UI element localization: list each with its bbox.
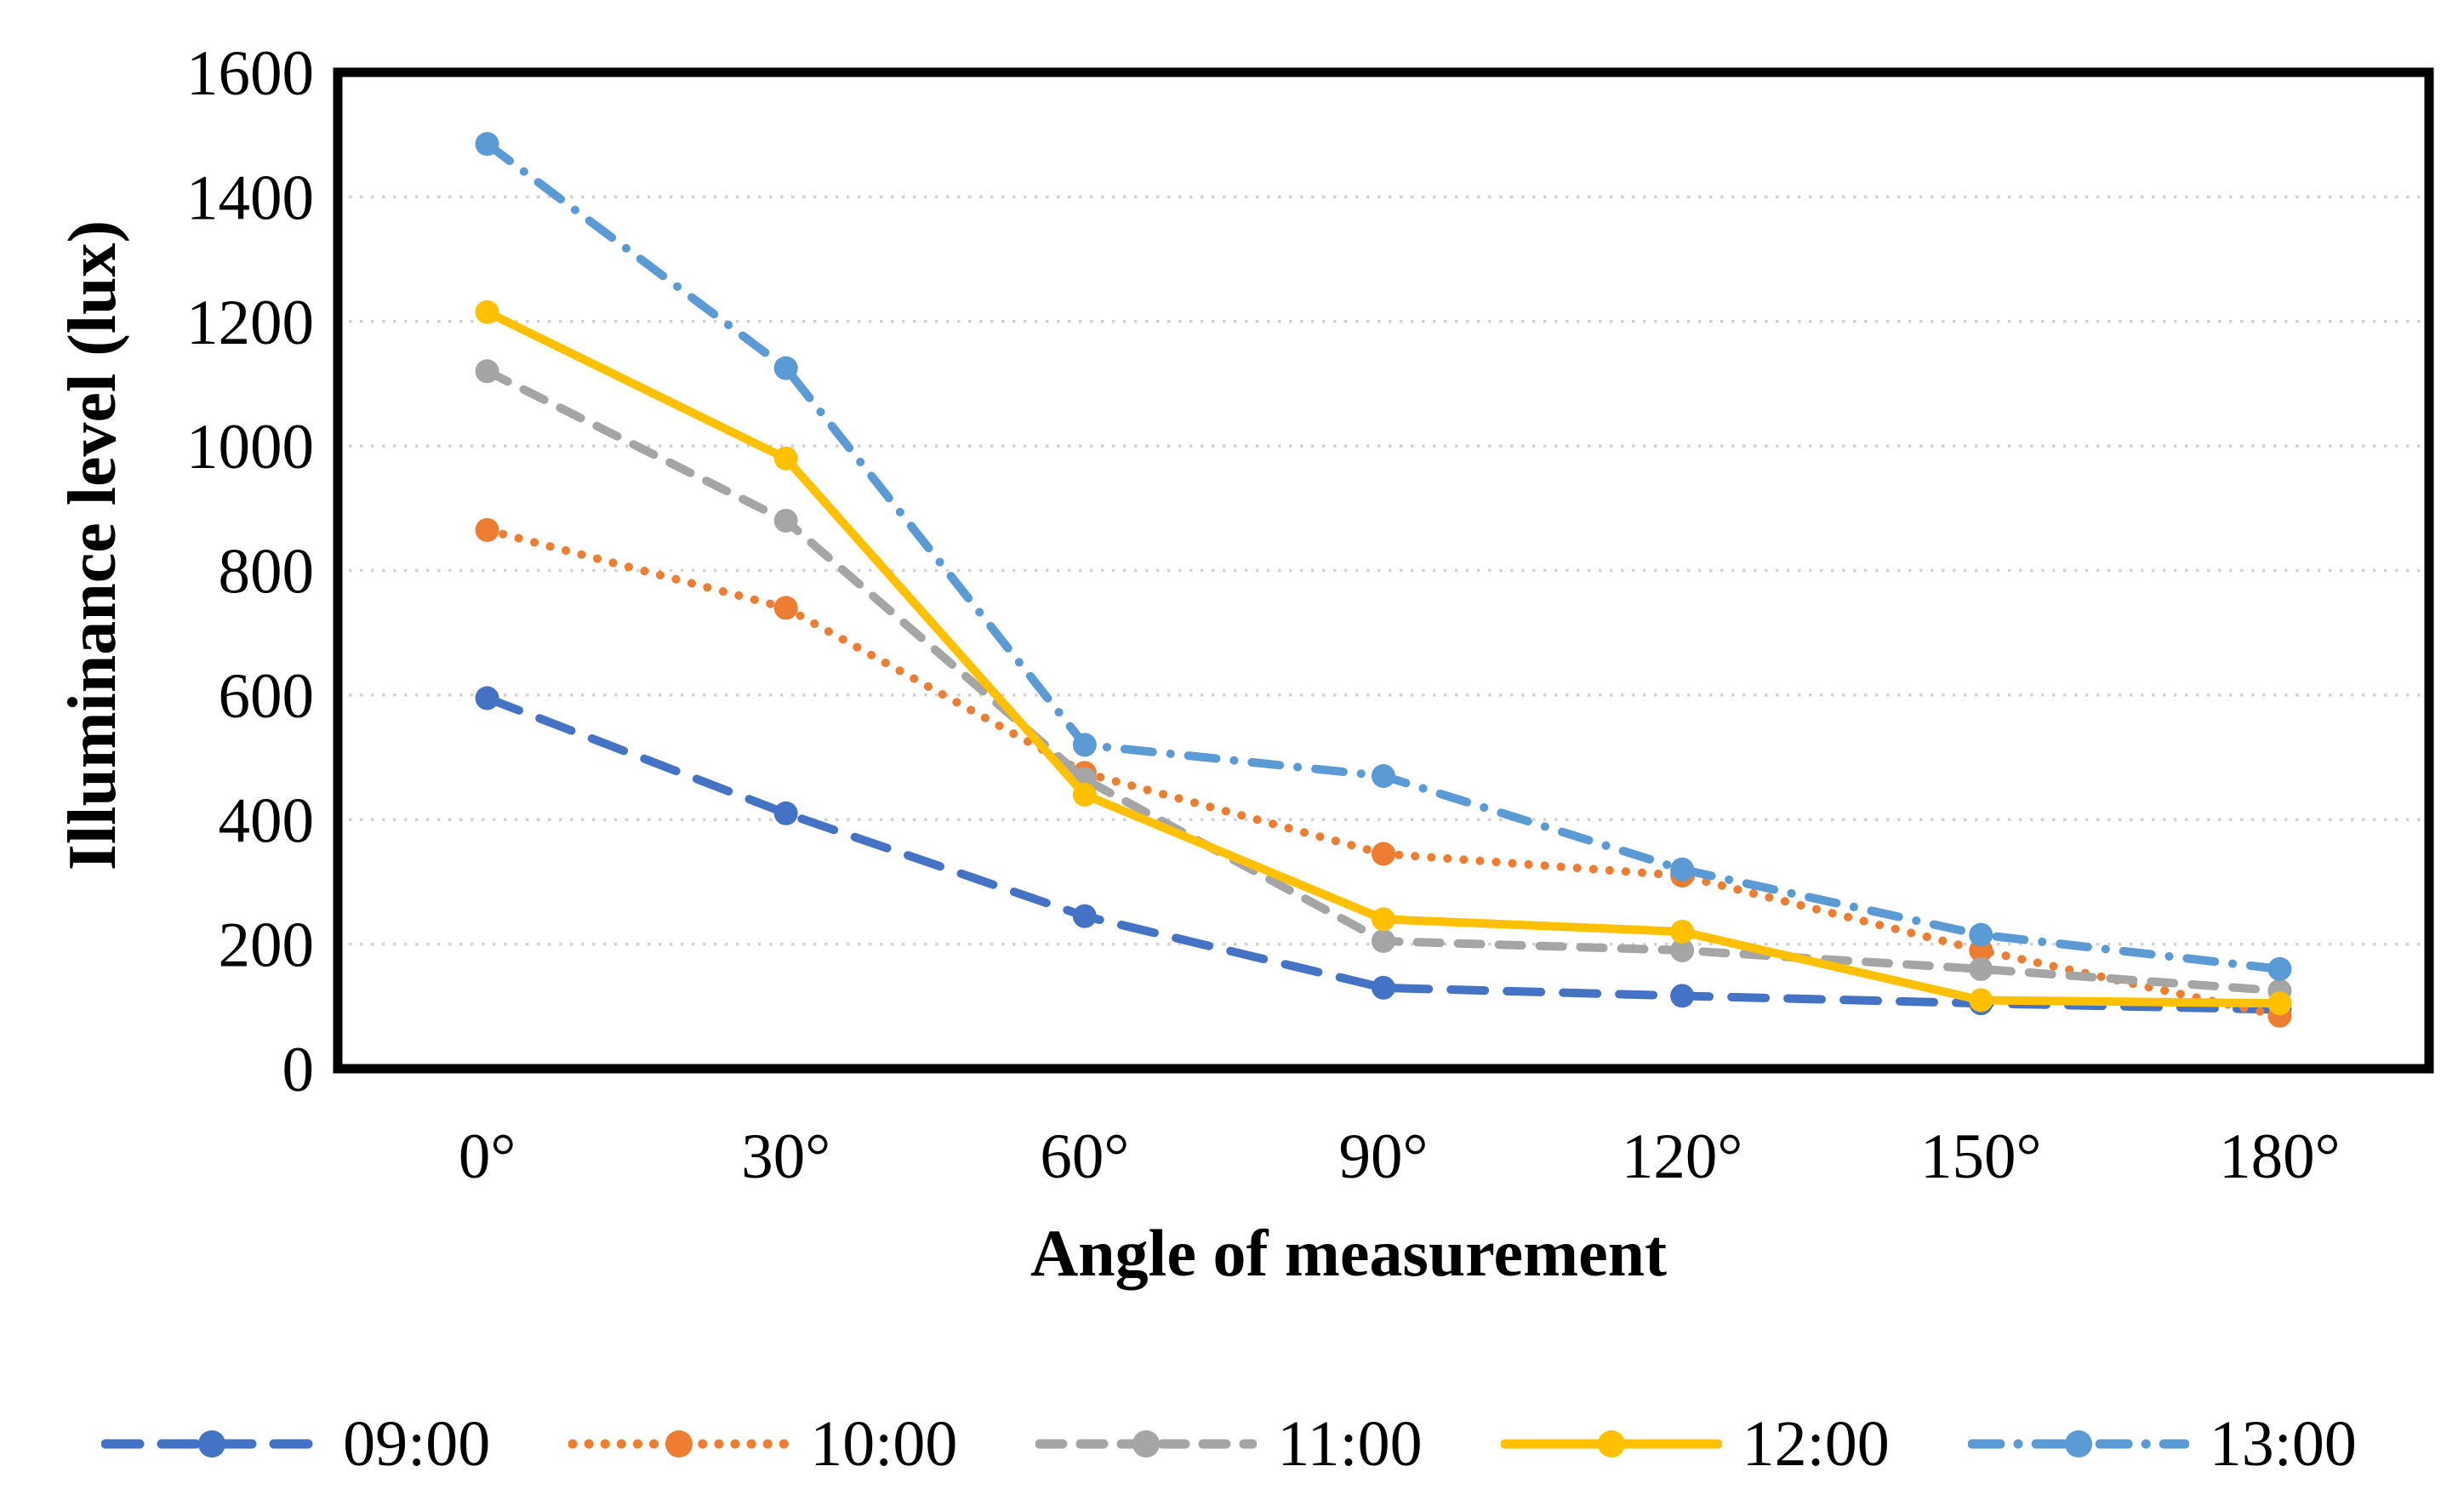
data-point-13-00-150- [1969, 922, 1993, 947]
y-tick-label-1200: 1200 [186, 288, 314, 358]
data-point-11-00-30- [773, 508, 798, 533]
legend-item-11-00: 11:00 [1035, 1408, 1423, 1480]
legend-item-13-00: 13:00 [1967, 1408, 2357, 1480]
data-point-13-00-0- [475, 132, 499, 157]
x-tick-label-30-: 30° [741, 1121, 830, 1192]
data-point-12-00-0- [475, 300, 499, 324]
y-axis-title: Illuminance level (lux) [55, 220, 130, 871]
y-tick-label-200: 200 [219, 910, 315, 981]
legend-label-12-00: 12:00 [1742, 1408, 1890, 1480]
data-point-12-00-90- [1372, 907, 1395, 932]
series-line-12-00 [482, 307, 2284, 1008]
chart-legend: 09:00 10:00 11:00 12:00 13:00 [0, 1389, 2458, 1499]
x-tick-label-0-: 0° [459, 1121, 516, 1192]
legend-marker-09-00 [198, 1430, 226, 1458]
data-point-11-00-0- [475, 359, 499, 384]
data-point-09-00-0- [475, 686, 499, 710]
legend-line-sample-13-00 [1967, 1430, 2189, 1458]
data-point-09-00-30- [773, 801, 798, 825]
data-point-13-00-30- [773, 356, 798, 380]
legend-item-12-00: 12:00 [1500, 1408, 1890, 1480]
data-point-09-00-120- [1670, 984, 1695, 1008]
y-tick-label-0: 0 [282, 1035, 315, 1105]
data-point-13-00-90- [1372, 764, 1395, 789]
legend-label-11-00: 11:00 [1277, 1408, 1423, 1480]
data-point-12-00-30- [773, 446, 798, 471]
data-point-09-00-90- [1372, 975, 1395, 1000]
y-tick-label-1400: 1400 [186, 163, 314, 233]
data-point-10-00-90- [1372, 842, 1395, 866]
data-point-10-00-30- [773, 596, 798, 620]
y-tick-label-800: 800 [219, 537, 315, 608]
legend-marker-12-00 [1597, 1430, 1625, 1458]
data-point-09-00-60- [1072, 904, 1097, 928]
data-point-11-00-90- [1372, 928, 1395, 953]
y-tick-label-600: 600 [219, 661, 315, 732]
data-point-11-00-150- [1969, 956, 1993, 981]
data-point-12-00-120- [1670, 919, 1695, 944]
legend-label-10-00: 10:00 [810, 1408, 958, 1480]
legend-line-sample-09-00 [101, 1430, 323, 1458]
x-axis-title: Angle of measurement [1029, 1216, 1668, 1290]
legend-marker-13-00 [2064, 1430, 2092, 1458]
series-line-11-00 [482, 367, 2284, 996]
legend-label-09-00: 09:00 [343, 1408, 491, 1480]
legend-label-13-00: 13:00 [2209, 1408, 2357, 1480]
data-point-13-00-60- [1072, 733, 1097, 757]
x-tick-label-60-: 60° [1040, 1121, 1129, 1192]
legend-marker-11-00 [1132, 1430, 1161, 1458]
legend-line-sample-12-00 [1500, 1430, 1722, 1458]
data-point-12-00-180- [2267, 991, 2292, 1016]
legend-item-10-00: 10:00 [568, 1412, 957, 1476]
y-tick-label-400: 400 [219, 785, 315, 856]
data-point-13-00-120- [1670, 857, 1695, 882]
data-point-12-00-150- [1969, 988, 1993, 1013]
x-tick-label-180-: 180° [2219, 1121, 2341, 1192]
legend-line-sample-10-00 [568, 1430, 790, 1458]
data-point-13-00-180- [2267, 956, 2292, 981]
legend-item-09-00: 09:00 [101, 1412, 490, 1476]
y-tick-label-1600: 1600 [186, 38, 314, 109]
legend-marker-10-00 [665, 1430, 693, 1458]
plot-border [333, 67, 2434, 1074]
x-tick-label-120-: 120° [1622, 1121, 1743, 1192]
data-point-12-00-60- [1072, 782, 1097, 807]
data-point-10-00-0- [475, 517, 499, 542]
x-tick-label-150-: 150° [1920, 1121, 2042, 1192]
data-point-11-00-120- [1670, 938, 1695, 962]
y-tick-label-1000: 1000 [186, 412, 314, 482]
legend-line-sample-11-00 [1035, 1430, 1258, 1458]
x-tick-label-90-: 90° [1339, 1121, 1429, 1192]
